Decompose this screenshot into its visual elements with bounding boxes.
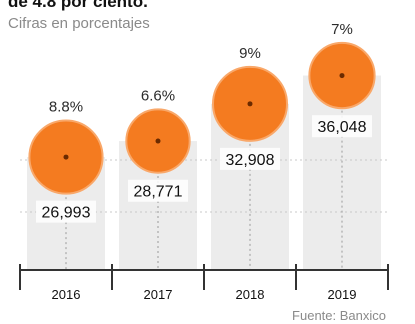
percent-label-2019: 7% <box>331 21 353 38</box>
value-label-2019: 36,048 <box>318 119 367 136</box>
chart-title: de 4.8 por ciento. <box>8 0 148 11</box>
value-label-2016: 26,993 <box>42 205 91 222</box>
bubbles <box>28 41 376 195</box>
percent-label-2017: 6.6% <box>141 87 175 104</box>
value-label-2018: 32,908 <box>226 152 275 169</box>
value-label-bg-2017 <box>128 179 188 202</box>
percent-label-2016: 8.8% <box>49 98 83 115</box>
x-tick-label-2016: 2016 <box>52 287 81 302</box>
value-label-2017: 28,771 <box>134 184 183 201</box>
x-axis: 2016 2017 2018 2019 <box>19 264 389 302</box>
bubble-center-2016 <box>63 154 69 160</box>
x-tick-label-2018: 2018 <box>236 287 265 302</box>
data-labels: 8.8% 26,993 6.6% 28,771 9% 32,908 7% 36,048 <box>36 21 372 223</box>
bubble-center-2017 <box>155 138 161 144</box>
value-label-bg-2018 <box>220 147 280 170</box>
bubble-center-2019 <box>339 73 345 79</box>
x-tick-label-2019: 2019 <box>328 287 357 302</box>
chart-subtitle: Cifras en porcentajes <box>8 15 150 32</box>
x-tick-label-2017: 2017 <box>144 287 173 302</box>
percent-label-2018: 9% <box>239 45 261 62</box>
bubble-center-2018 <box>247 101 253 107</box>
source-note: Fuente: Banxico <box>292 308 386 323</box>
value-label-bg-2016 <box>36 200 96 223</box>
value-label-bg-2019 <box>312 115 372 138</box>
